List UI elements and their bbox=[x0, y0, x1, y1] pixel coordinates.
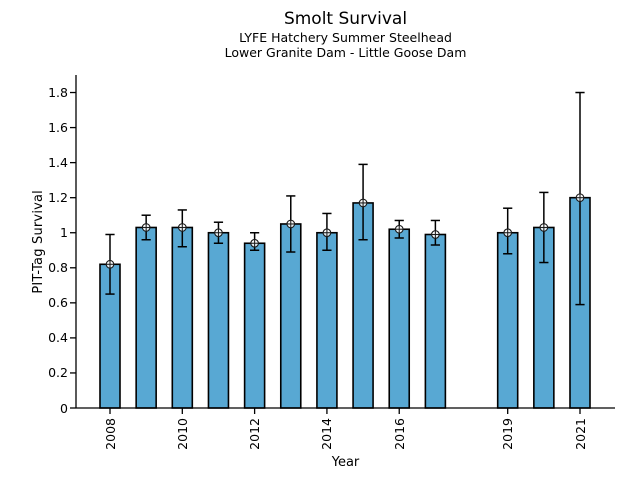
y-tick-label-0.6: 0.6 bbox=[48, 295, 68, 311]
bar-2010 bbox=[171, 226, 194, 409]
chart-title: Smolt Survival bbox=[283, 9, 408, 29]
y-tick-label-1.2: 1.2 bbox=[48, 190, 68, 206]
x-tick-label-2019: 2019 bbox=[500, 418, 516, 450]
bar-2011 bbox=[207, 231, 230, 409]
x-tick-label-2008: 2008 bbox=[102, 418, 118, 450]
y-tick-label-1: 1 bbox=[60, 225, 68, 241]
x-tick-label-2014: 2014 bbox=[319, 418, 335, 450]
x-tick-label-2021: 2021 bbox=[572, 418, 588, 450]
bar-2014 bbox=[316, 231, 338, 409]
x-axis-label: Year bbox=[331, 455, 360, 470]
bar-2016 bbox=[388, 228, 411, 409]
x-tick-label-2016: 2016 bbox=[391, 418, 407, 450]
bar-2012 bbox=[243, 242, 266, 409]
y-tick-label-0: 0 bbox=[60, 400, 68, 416]
y-tick-label-1.4: 1.4 bbox=[48, 155, 68, 171]
y-tick-label-1.6: 1.6 bbox=[48, 120, 68, 136]
chart-subtitle-line1: LYFE Hatchery Summer Steelhead bbox=[239, 30, 452, 45]
y-tick-label-1.8: 1.8 bbox=[48, 85, 68, 101]
bar-2019 bbox=[496, 231, 519, 409]
bar-2009 bbox=[135, 226, 157, 409]
x-tick-label-2012: 2012 bbox=[247, 418, 263, 450]
bar-2017 bbox=[424, 233, 447, 409]
chart-subtitle-line2: Lower Granite Dam - Little Goose Dam bbox=[224, 45, 467, 60]
y-tick-label-0.8: 0.8 bbox=[48, 260, 68, 276]
y-tick-label-0.4: 0.4 bbox=[48, 330, 68, 346]
x-tick-label-2010: 2010 bbox=[174, 418, 190, 450]
y-tick-label-0.2: 0.2 bbox=[48, 365, 68, 381]
